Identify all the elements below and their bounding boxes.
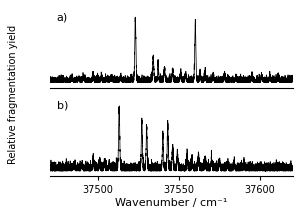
Text: Relative fragmentation yield: Relative fragmentation yield xyxy=(8,25,17,164)
Text: a): a) xyxy=(57,12,68,22)
X-axis label: Wavenumber / cm⁻¹: Wavenumber / cm⁻¹ xyxy=(115,198,227,208)
Text: b): b) xyxy=(57,101,68,111)
